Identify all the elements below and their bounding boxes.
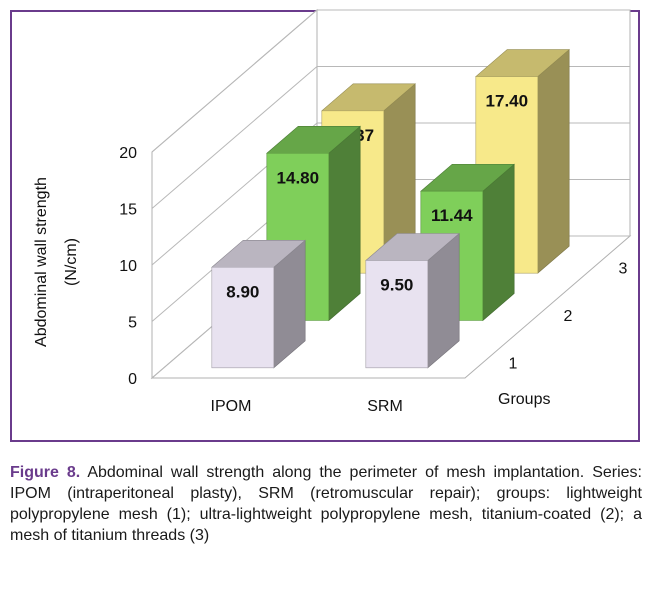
chart: 0 5 10 15 20 Abdominal wall strength (N/cm) IPO… bbox=[33, 8, 632, 415]
caption-text: Abdominal wall strength along the perime… bbox=[10, 464, 643, 544]
y-tick-label: 5 bbox=[128, 315, 137, 332]
y-axis-title: Abdominal wall strength bbox=[33, 177, 50, 347]
bar-side bbox=[482, 163, 515, 322]
bar-value-label: 14.80 bbox=[277, 168, 320, 187]
figure-label: Figure 8. bbox=[10, 464, 81, 481]
z-series-label: 3 bbox=[619, 261, 628, 278]
bar bbox=[365, 260, 429, 369]
y-tick-label: 15 bbox=[119, 202, 137, 219]
x-category-label: SRM bbox=[367, 398, 403, 415]
y-tick-label: 0 bbox=[128, 371, 137, 388]
y-tick-label: 10 bbox=[119, 258, 137, 275]
y-axis-title: (N/cm) bbox=[63, 238, 80, 286]
bar-value-label: 9.50 bbox=[380, 275, 413, 294]
x-category-label: IPOM bbox=[211, 398, 252, 415]
bar-value-label: 11.44 bbox=[431, 206, 473, 225]
figure-caption: Figure 8. Abdominal wall strength along … bbox=[10, 462, 642, 546]
bar-value-label: 17.40 bbox=[486, 92, 529, 111]
bar-side bbox=[537, 48, 570, 274]
bar bbox=[211, 266, 275, 369]
z-axis-title: Groups bbox=[498, 391, 550, 408]
bar-value-label: 8.90 bbox=[226, 282, 259, 301]
bar-side bbox=[328, 125, 361, 322]
y-tick-label: 20 bbox=[119, 145, 137, 162]
z-series-label: 1 bbox=[509, 355, 518, 372]
gridline bbox=[151, 9, 630, 153]
z-series-label: 2 bbox=[564, 308, 573, 325]
